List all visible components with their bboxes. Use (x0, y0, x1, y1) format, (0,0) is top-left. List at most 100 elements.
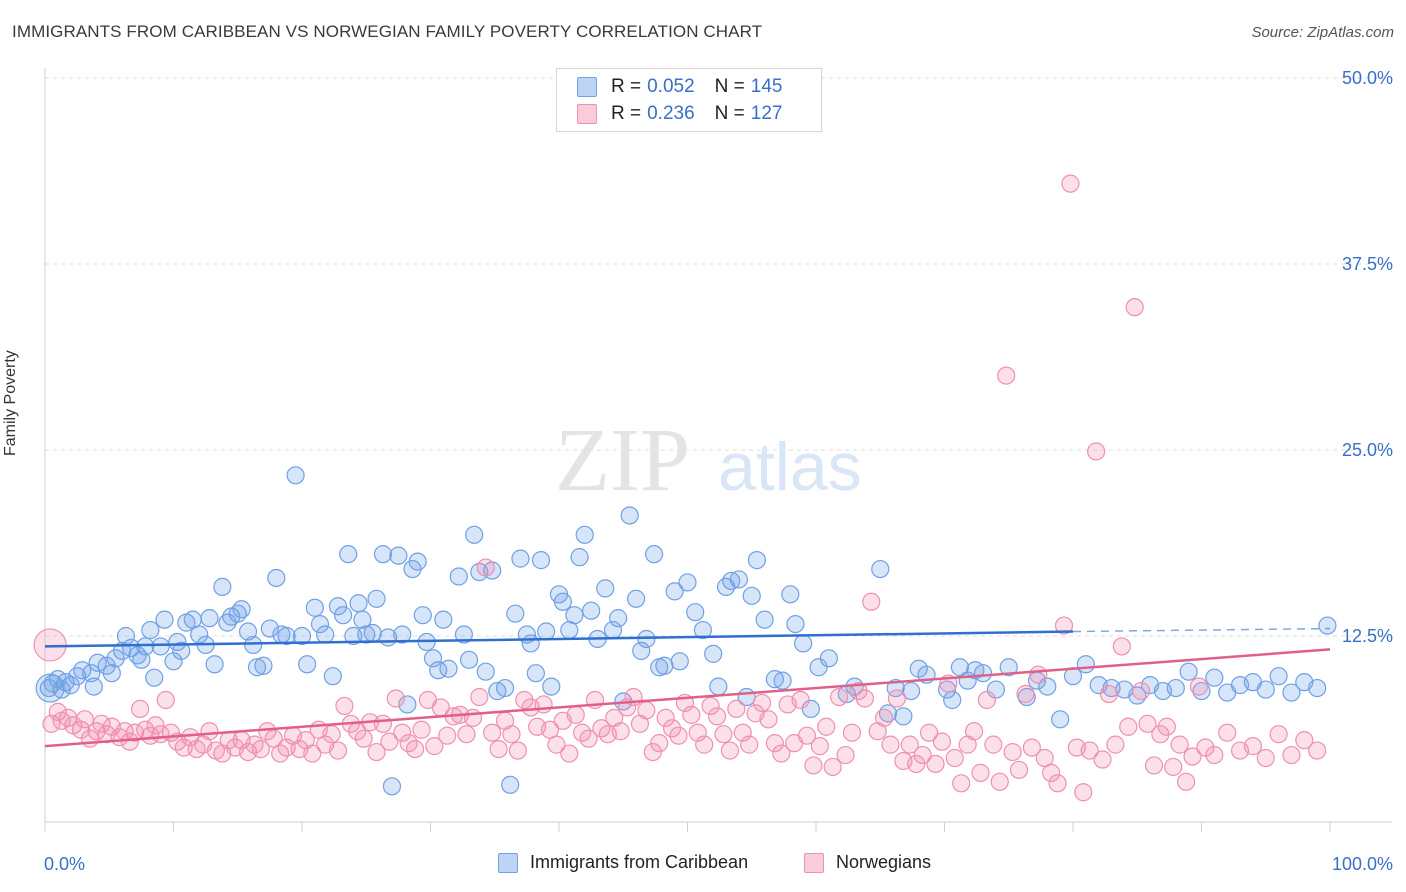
data-point (531, 551, 551, 570)
data-point (141, 620, 160, 640)
data-point (729, 570, 749, 589)
data-point (408, 552, 427, 571)
data-point (644, 545, 664, 564)
data-point (693, 620, 713, 640)
data-point (254, 656, 273, 675)
data-point (836, 745, 855, 765)
watermark-atlas: atlas (718, 429, 862, 505)
trend-line-norwegians (44, 648, 1331, 748)
data-point (1061, 174, 1080, 193)
data-point (322, 725, 341, 744)
y-tick-label: 50.0% (1342, 68, 1393, 88)
data-point (449, 567, 468, 586)
data-point (1269, 667, 1288, 686)
data-point (316, 625, 335, 644)
data-point (926, 754, 945, 774)
data-point (752, 693, 772, 713)
data-point (389, 546, 408, 565)
legend-item-caribbean: Immigrants from Caribbean (498, 852, 748, 873)
legend-swatch-caribbean (577, 77, 597, 97)
legend-r-label: R = (611, 76, 642, 97)
data-point (1179, 662, 1198, 681)
data-point (292, 626, 312, 646)
data-point (1112, 637, 1131, 656)
data-point (669, 726, 688, 745)
data-point (483, 723, 502, 742)
data-point (425, 737, 444, 756)
data-point (1029, 665, 1048, 684)
data-point (682, 705, 701, 724)
data-point (439, 659, 458, 678)
legend-n-label: N = (714, 76, 745, 97)
data-point (727, 699, 746, 719)
legend-item-norwegians: Norwegians (804, 852, 931, 873)
grid-lines (45, 77, 1392, 637)
data-point (303, 744, 322, 763)
legend-r-label: R = (611, 103, 642, 124)
data-point (328, 741, 348, 760)
data-point (1119, 717, 1138, 736)
data-point (707, 707, 727, 726)
data-point (534, 695, 553, 714)
data-point (722, 571, 741, 591)
data-point (875, 708, 894, 727)
data-point (1205, 745, 1224, 765)
y-tick-label: 37.5% (1342, 254, 1393, 274)
data-point (1125, 298, 1144, 317)
data-point (1205, 668, 1224, 687)
data-point (565, 606, 584, 625)
data-point (819, 649, 838, 668)
series-legend: Immigrants from Caribbean Norwegians (0, 852, 1406, 878)
data-point (579, 729, 598, 748)
data-point (335, 696, 354, 716)
data-point (251, 739, 270, 759)
data-point (92, 714, 111, 733)
data-point (367, 742, 386, 762)
data-point (817, 717, 836, 736)
data-point (907, 754, 926, 774)
data-point (720, 741, 740, 760)
legend-label-caribbean: Immigrants from Caribbean (530, 852, 749, 872)
data-point (765, 670, 784, 689)
data-point (200, 609, 219, 628)
legend-r-value: 0.236 (647, 103, 695, 124)
data-point (643, 742, 662, 762)
data-point (398, 695, 417, 714)
legend-row-norwegians: R = 0.236 N = 127 (577, 102, 782, 126)
data-point (849, 681, 868, 701)
data-point (120, 732, 139, 751)
data-point (786, 614, 805, 634)
data-point (913, 745, 932, 765)
data-point (655, 656, 674, 675)
data-point (1295, 731, 1314, 750)
data-point (842, 723, 862, 742)
data-point (367, 589, 386, 608)
data-point (781, 585, 800, 604)
data-point (1009, 760, 1029, 780)
data-point (423, 649, 443, 668)
data-point (508, 741, 527, 760)
data-point (1256, 680, 1275, 699)
data-point (156, 690, 175, 710)
watermark: ZIP atlas (555, 411, 862, 510)
data-point (1003, 742, 1022, 762)
data-point (502, 725, 521, 744)
trend-line-caribbean-extension (1072, 627, 1331, 633)
data-point (349, 594, 368, 613)
data-point (582, 601, 601, 620)
data-point (68, 667, 87, 686)
data-point (759, 710, 778, 729)
data-point (984, 735, 1003, 754)
data-point (1042, 763, 1061, 782)
data-point (373, 545, 393, 564)
data-point (1080, 741, 1099, 760)
data-point (823, 757, 842, 777)
stats-legend: R = 0.052 N = 145 R = 0.236 N = 127 (556, 68, 822, 132)
legend-label-norwegians: Norwegians (836, 852, 932, 872)
data-point (656, 708, 675, 727)
data-point (151, 637, 170, 656)
data-point (1166, 678, 1185, 698)
data-point (791, 690, 810, 710)
data-point (973, 664, 993, 683)
data-point (353, 610, 372, 629)
